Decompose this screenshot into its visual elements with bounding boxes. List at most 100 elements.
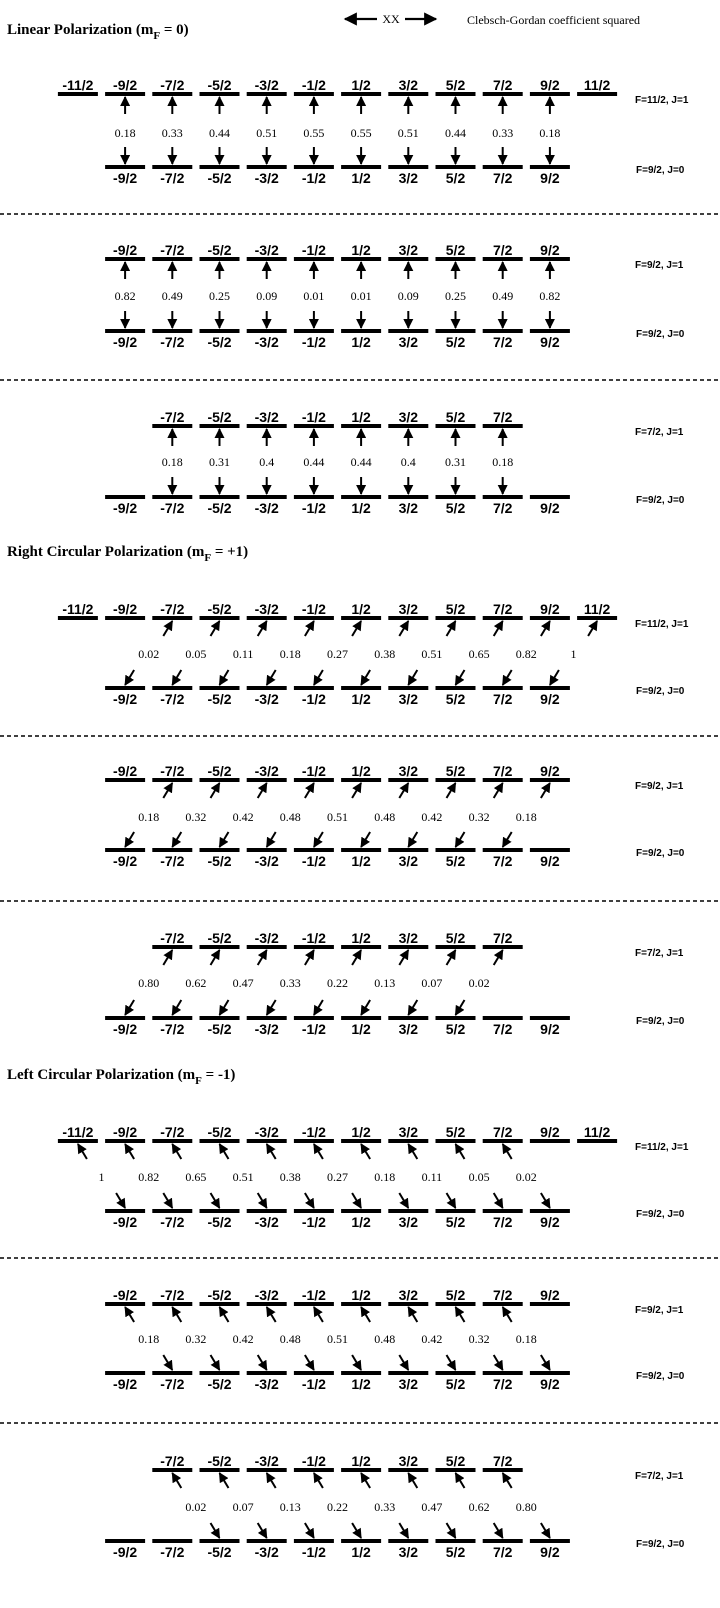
- lower-level-label: F=9/2, J=0: [636, 1209, 685, 1220]
- cg-coefficient: 0.51: [256, 126, 277, 140]
- upper-sublevel-label: -11/2: [62, 601, 93, 617]
- transition-block: -7/2 -5/2 -3/2 -1/2 1/2 3/2 5/2 7/2 -9/2 -7/2 -5/2…: [105, 1453, 685, 1560]
- lower-sublevel-label: -9/2: [113, 1021, 137, 1037]
- upper-level-label: F=7/2, J=1: [635, 948, 684, 959]
- transition-block: -9/2 -7/2 -5/2 -3/2 -1/2 1/2 3/2 5/2 7/2 9/2 -9/2 -…: [105, 242, 685, 350]
- lower-sublevel-label: 3/2: [399, 1376, 419, 1392]
- cg-coefficient: 0.44: [303, 455, 324, 469]
- cg-coefficient: 0.02: [138, 647, 159, 661]
- upper-level-label: F=9/2, J=1: [635, 260, 684, 271]
- upper-transition-arrow: [265, 1472, 277, 1489]
- lower-transition-arrow: [304, 1522, 315, 1539]
- upper-sublevel-label: 1/2: [351, 242, 371, 258]
- upper-sublevel-label: 7/2: [493, 1453, 513, 1469]
- upper-transition-arrow: [540, 620, 551, 637]
- upper-transition-arrow: [256, 782, 268, 799]
- transition-block: -7/2 -5/2 -3/2 -1/2 1/2 3/2 5/2 7/2 -9/2 -7/2 -5/2…: [105, 930, 685, 1037]
- upper-sublevel-label: -5/2: [207, 1453, 231, 1469]
- lower-sublevel-label: 7/2: [493, 1214, 513, 1230]
- upper-sublevel-label: 5/2: [446, 1124, 466, 1140]
- upper-sublevel-label: 7/2: [493, 77, 513, 93]
- cg-coefficient: 0.18: [280, 647, 301, 661]
- transition-block: -11/2 -9/2 -7/2 -5/2 -3/2 -1/2 1/2 3/2 5/2 7/2 9/2…: [57, 601, 689, 707]
- upper-sublevel-label: -9/2: [113, 77, 137, 93]
- lower-sublevel-label: -3/2: [255, 334, 279, 350]
- lower-sublevel-label: 1/2: [351, 334, 371, 350]
- cg-coefficient: 0.51: [233, 1170, 254, 1184]
- lower-sublevel-label: 7/2: [493, 334, 513, 350]
- lower-transition-arrow: [398, 1354, 410, 1371]
- cg-coefficient: 0.25: [209, 289, 230, 303]
- upper-transition-arrow: [313, 1143, 324, 1160]
- lower-sublevel-label: -5/2: [207, 1214, 231, 1230]
- cg-coefficient: 0.18: [162, 455, 183, 469]
- lower-transition-arrow: [209, 1354, 221, 1371]
- cg-coefficient: 0.27: [327, 647, 348, 661]
- upper-transition-arrow: [162, 949, 174, 966]
- lower-sublevel-label: 3/2: [399, 500, 419, 516]
- lower-sublevel-label: -1/2: [302, 500, 326, 516]
- upper-sublevel-label: 5/2: [446, 930, 466, 946]
- lower-sublevel-label: 5/2: [446, 170, 466, 186]
- upper-sublevel-label: 1/2: [351, 77, 371, 93]
- lower-transition-arrow: [445, 1522, 457, 1539]
- upper-sublevel-label: 3/2: [399, 601, 419, 617]
- lower-sublevel-label: -3/2: [255, 1544, 279, 1560]
- upper-sublevel-label: -3/2: [255, 242, 279, 258]
- cg-coefficient: 0.51: [421, 647, 442, 661]
- lower-transition-arrow: [265, 669, 277, 686]
- cg-coefficient: 0.07: [421, 976, 442, 990]
- lower-sublevel-label: 5/2: [446, 1544, 466, 1560]
- upper-sublevel-label: 3/2: [399, 409, 419, 425]
- upper-sublevel-label: 1/2: [351, 1453, 371, 1469]
- upper-transition-arrow: [501, 1306, 513, 1323]
- lower-sublevel-label: -9/2: [113, 1376, 137, 1392]
- lower-sublevel-label: 1/2: [351, 1376, 371, 1392]
- lower-sublevel-label: 3/2: [399, 334, 419, 350]
- cg-coefficient: 0.25: [445, 289, 466, 303]
- lower-sublevel-label: 7/2: [493, 853, 513, 869]
- upper-sublevel-label: -7/2: [160, 1124, 184, 1140]
- cg-coefficient: 0.47: [233, 976, 254, 990]
- lower-sublevel-label: -7/2: [160, 500, 184, 516]
- lower-sublevel-label: -1/2: [302, 334, 326, 350]
- upper-sublevel-label: 3/2: [399, 1287, 419, 1303]
- lower-transition-arrow: [407, 999, 419, 1016]
- lower-sublevel-label: -7/2: [160, 1376, 184, 1392]
- upper-sublevel-label: 3/2: [399, 1124, 419, 1140]
- upper-transition-arrow: [256, 949, 268, 966]
- cg-coefficient: 0.33: [492, 126, 513, 140]
- transition-block: -11/2 -9/2 -7/2 -5/2 -3/2 -1/2 1/2 3/2 5/2 7/2 9/2…: [57, 1124, 689, 1230]
- cg-coefficient: 0.42: [233, 1332, 254, 1346]
- cg-coefficient: 0.32: [469, 810, 490, 824]
- cg-coefficient: 0.22: [327, 976, 348, 990]
- upper-sublevel-label: -9/2: [113, 1124, 137, 1140]
- cg-coefficient: 0.11: [422, 1170, 443, 1184]
- cg-coefficient: 1: [99, 1170, 105, 1184]
- upper-sublevel-label: -1/2: [302, 77, 326, 93]
- lower-sublevel-label: 5/2: [446, 853, 466, 869]
- cg-coefficient: 0.33: [162, 126, 183, 140]
- upper-sublevel-label: -1/2: [302, 1124, 326, 1140]
- lower-sublevel-label: 1/2: [351, 170, 371, 186]
- lower-transition-arrow: [124, 669, 135, 686]
- lower-sublevel-label: -5/2: [207, 1544, 231, 1560]
- lower-transition-arrow: [492, 1192, 504, 1209]
- lower-transition-arrow: [351, 1522, 362, 1539]
- lower-transition-arrow: [209, 1192, 221, 1209]
- upper-sublevel-label: 1/2: [351, 1124, 371, 1140]
- lower-transition-arrow: [265, 831, 277, 848]
- upper-sublevel-label: -5/2: [207, 930, 231, 946]
- upper-sublevel-label: -7/2: [160, 930, 184, 946]
- lower-sublevel-label: -5/2: [207, 1376, 231, 1392]
- upper-transition-arrow: [218, 1472, 230, 1489]
- upper-transition-arrow: [265, 1143, 277, 1160]
- section-title: Left Circular Polarization (mF = -1): [7, 1067, 235, 1087]
- lower-sublevel-label: 1/2: [351, 1021, 371, 1037]
- upper-sublevel-label: -5/2: [207, 409, 231, 425]
- lower-transition-arrow: [218, 999, 230, 1016]
- upper-sublevel-label: -3/2: [255, 1287, 279, 1303]
- upper-sublevel-label: -7/2: [160, 1453, 184, 1469]
- upper-sublevel-label: 9/2: [540, 601, 560, 617]
